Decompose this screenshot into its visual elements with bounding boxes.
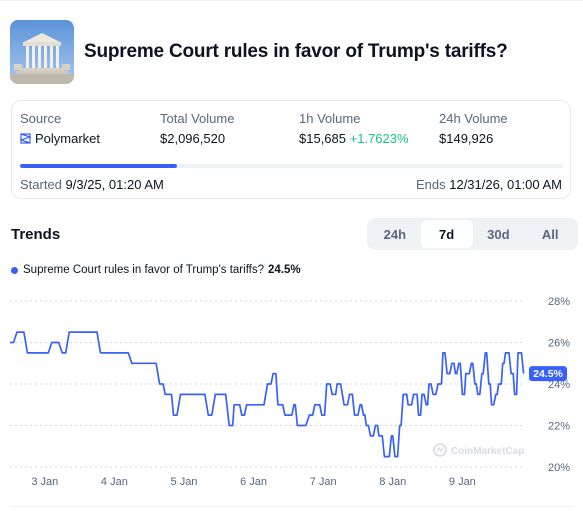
tab-7d[interactable]: 7d bbox=[420, 220, 473, 248]
h1-volume-change: +1.7623% bbox=[349, 131, 409, 146]
ends-value: 12/31/26, 01:00 AM bbox=[449, 177, 562, 192]
h1-volume-label: 1h Volume bbox=[299, 111, 361, 126]
legend-dot bbox=[11, 266, 18, 274]
bottom-divider bbox=[10, 506, 573, 507]
source-stat: Source Polymarket bbox=[20, 111, 100, 146]
y-tick-label: 28% bbox=[548, 296, 570, 308]
coinmarketcap-watermark: CoinMarketCap bbox=[433, 443, 524, 457]
started-date: Started 9/3/25, 01:20 AM bbox=[20, 177, 164, 192]
top-divider bbox=[0, 0, 583, 1]
current-value-marker: 24.5% bbox=[529, 366, 567, 382]
market-dates: Started 9/3/25, 01:20 AM Ends 12/31/26, … bbox=[20, 177, 562, 192]
tab-30d[interactable]: 30d bbox=[487, 226, 510, 242]
x-tick-label: 7 Jan bbox=[310, 476, 337, 488]
x-tick-label: 8 Jan bbox=[379, 476, 406, 488]
legend-value: 24.5% bbox=[268, 264, 301, 276]
x-tick-label: 4 Jan bbox=[101, 476, 128, 488]
total-volume-label: Total Volume bbox=[160, 111, 235, 126]
started-value: 9/3/25, 01:20 AM bbox=[65, 177, 164, 192]
timeframe-tabs: 24h 7d 30d All bbox=[367, 218, 578, 250]
y-tick-label: 24% bbox=[548, 379, 570, 391]
total-volume-value: $2,096,520 bbox=[160, 131, 226, 146]
y-axis-labels: 20% 22% 24% 26% 28% bbox=[548, 296, 570, 474]
market-title: Supreme Court rules in favor of Trump's … bbox=[84, 41, 508, 62]
ends-label: Ends bbox=[415, 177, 446, 192]
y-tick-label: 26% bbox=[548, 338, 570, 350]
h24-volume-label: 24h Volume bbox=[439, 111, 508, 126]
chart-legend[interactable]: Supreme Court rules in favor of Trump's … bbox=[11, 264, 301, 276]
x-axis-labels: 3 Jan 4 Jan 5 Jan 6 Jan 7 Jan 8 Jan 9 Jan bbox=[31, 476, 475, 488]
series-line bbox=[10, 331, 525, 458]
h1-volume-value: $15,685 bbox=[299, 131, 346, 146]
h24-volume-value: $149,926 bbox=[439, 131, 494, 146]
x-tick-label: 3 Jan bbox=[31, 476, 58, 488]
current-value-box bbox=[529, 366, 567, 382]
total-volume-stat: Total Volume $2,096,520 bbox=[160, 111, 234, 146]
market-stats-card: Source Polymarket Total Volume $2,096,52… bbox=[11, 100, 571, 199]
source-value: Polymarket bbox=[35, 131, 101, 146]
x-tick-label: 9 Jan bbox=[449, 476, 476, 488]
trend-chart[interactable]: CoinMarketCap 20% 22% 24% 26% 28% 3 Jan 4 Jan… bbox=[0, 285, 583, 495]
legend-label: Supreme Court rules in favor of Trump's … bbox=[23, 264, 265, 276]
h1-volume-row: $15,685 +1.7623% bbox=[299, 131, 409, 146]
chart-grid bbox=[10, 300, 525, 468]
tab-24h[interactable]: 24h bbox=[383, 226, 407, 242]
x-tick-label: 5 Jan bbox=[171, 476, 198, 488]
h1-volume-stat: 1h Volume $15,685 +1.7623% bbox=[299, 111, 409, 146]
market-progress-fill bbox=[20, 164, 178, 168]
source-label: Source bbox=[20, 111, 62, 126]
y-tick-label: 20% bbox=[548, 462, 570, 474]
polymarket-icon bbox=[20, 133, 31, 144]
x-tick-label: 6 Jan bbox=[240, 476, 267, 488]
h24-volume-stat: 24h Volume $149,926 bbox=[439, 111, 508, 146]
coinmarketcap-logo-icon bbox=[433, 443, 447, 457]
trends-title: Trends bbox=[11, 226, 61, 243]
started-label: Started bbox=[20, 177, 62, 192]
market-progress-bar bbox=[20, 164, 563, 168]
source-link[interactable]: Polymarket bbox=[20, 131, 100, 146]
market-header: Supreme Court rules in favor of Trump's … bbox=[10, 20, 508, 84]
watermark-text: CoinMarketCap bbox=[451, 446, 524, 457]
courthouse-image bbox=[10, 20, 74, 84]
coinmarketcap-logo-mark bbox=[436, 446, 444, 453]
ends-date: Ends 12/31/26, 01:00 AM bbox=[416, 177, 562, 192]
tab-all[interactable]: All bbox=[541, 226, 559, 242]
current-value-label: 24.5% bbox=[533, 368, 563, 380]
y-tick-label: 22% bbox=[548, 421, 570, 433]
